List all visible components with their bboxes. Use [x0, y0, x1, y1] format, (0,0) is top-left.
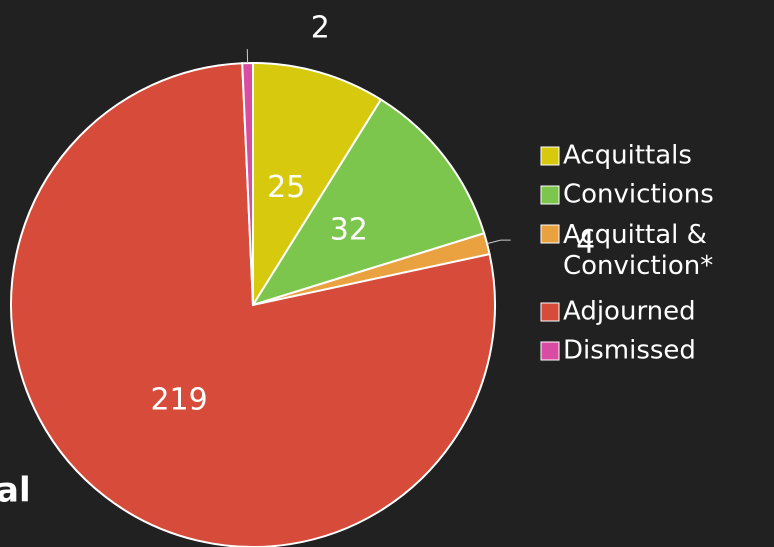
legend-label: Convictions — [563, 180, 714, 210]
data-label: 4 — [576, 226, 595, 261]
data-label: 32 — [330, 213, 368, 248]
data-label: 2 — [311, 11, 330, 46]
pie-slice — [252, 61, 383, 309]
leader-line — [486, 239, 501, 245]
caption: al — [0, 471, 31, 511]
data-label: 219 — [150, 382, 207, 417]
legend-swatch — [540, 224, 560, 244]
legend-label: Acquittal & Conviction* — [563, 220, 713, 281]
data-label: 25 — [267, 170, 305, 205]
legend-swatch — [540, 146, 560, 166]
legend-swatch — [540, 185, 560, 205]
legend-label: Adjourned — [563, 297, 696, 327]
pie-slice — [10, 62, 496, 547]
legend-label: Acquittals — [563, 141, 692, 171]
legend-swatch — [540, 341, 560, 361]
pie-slice — [250, 98, 486, 307]
legend-label: Dismissed — [563, 336, 696, 366]
legend-swatch — [540, 302, 560, 322]
